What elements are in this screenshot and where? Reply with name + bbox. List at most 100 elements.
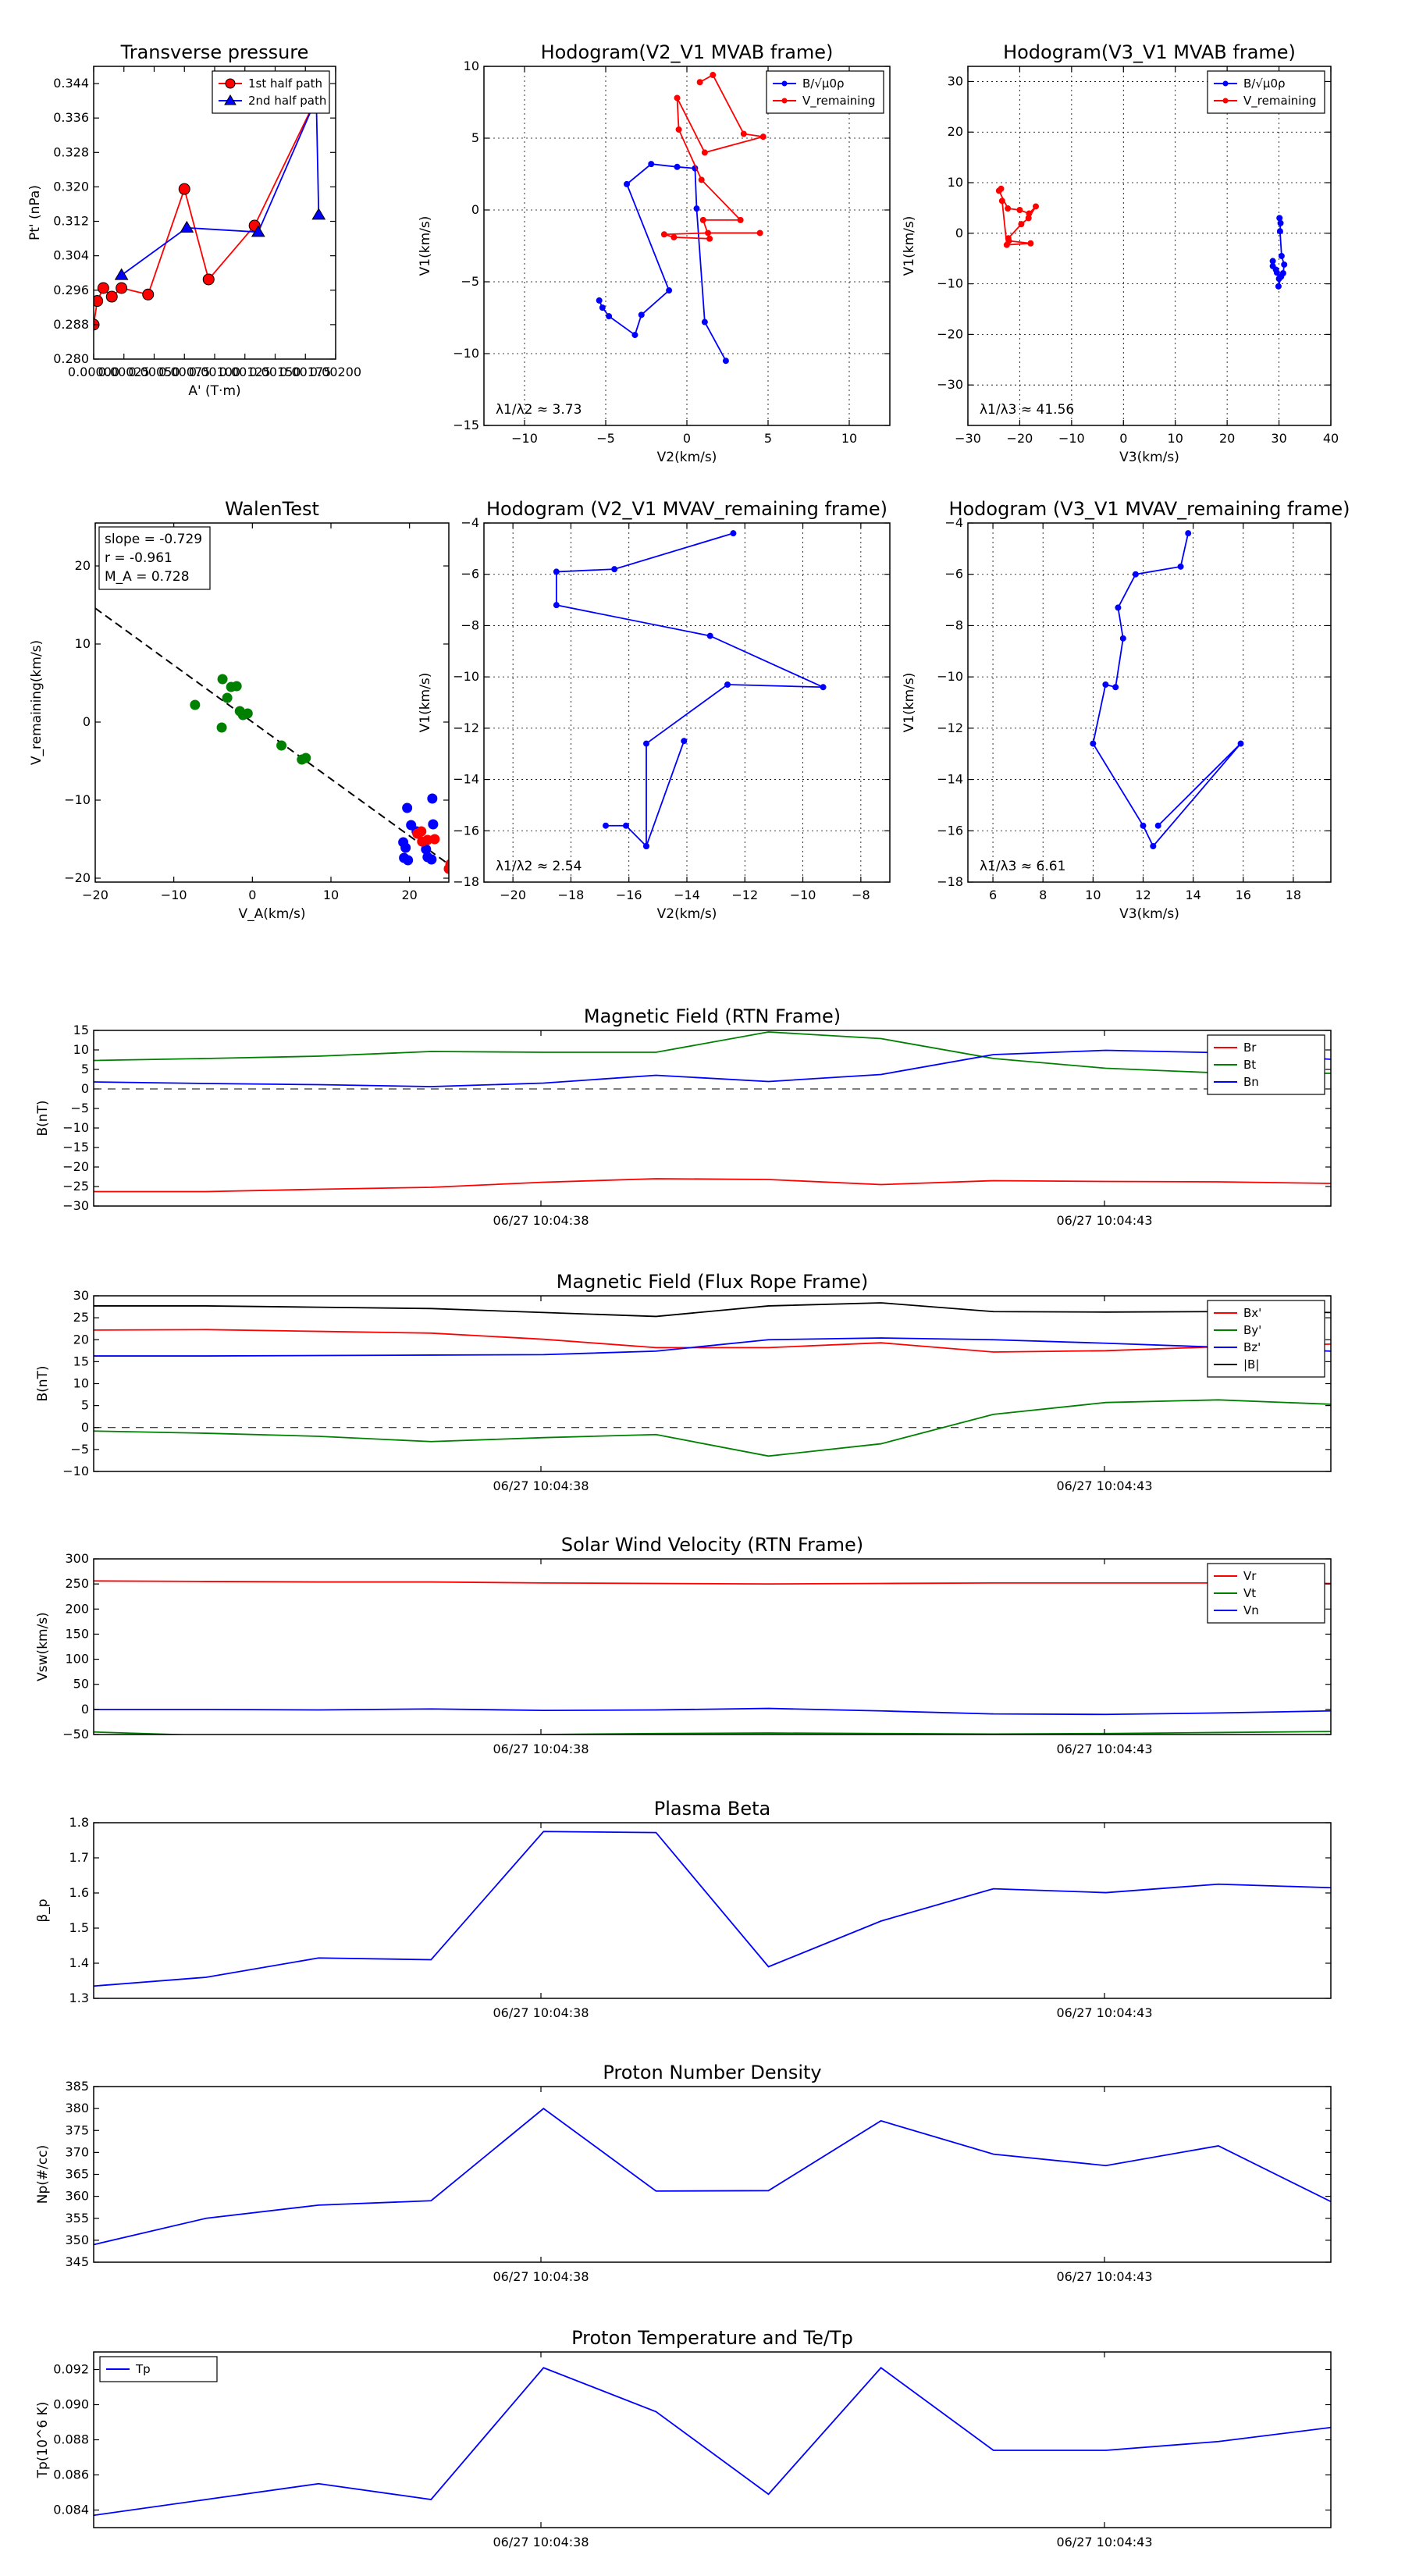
x-tick-label: −10 <box>161 888 187 902</box>
axes-frame <box>967 522 1332 883</box>
x-tick-label: 16 <box>1236 888 1251 902</box>
legend-marker <box>225 78 236 89</box>
y-tick-label: −4 <box>461 515 479 530</box>
x-tick-label: 0.00125 <box>219 365 271 379</box>
y-tick-label: 0.304 <box>53 248 89 263</box>
data-point <box>427 793 438 804</box>
x-tick-label: 8 <box>1039 888 1047 902</box>
series-V_remaining <box>660 72 767 242</box>
chart-p5: −18 −16 −14 −12 −10 −8 −6 −4 −20 −18 −16 −14 −12 −10 −… <box>418 498 891 922</box>
y-tick-label: 1.6 <box>69 1885 89 1900</box>
x-tick-label: 0.00050 <box>128 365 180 379</box>
series-Bx' <box>94 1329 1331 1353</box>
data-point <box>231 681 242 692</box>
x-tick-label: 12 <box>1135 888 1151 902</box>
data-point <box>740 130 747 137</box>
chart-p8: −10 −5 0 5 10 15 20 25 30 06/27 10:04:38 06/27 10:… <box>35 1271 1332 1493</box>
legend: Vr Vt Vn <box>1207 1563 1325 1624</box>
y-tick-label: 0.288 <box>53 317 89 332</box>
y-tick-label: 0.328 <box>53 144 89 159</box>
series-Bz' <box>94 1337 1331 1357</box>
legend-frame <box>1207 1300 1325 1378</box>
legend-label: Bn <box>1243 1075 1259 1089</box>
y-tick-label: −18 <box>453 874 479 889</box>
x-tick-label: 0.00175 <box>279 365 331 379</box>
x-tick-label: 0.00075 <box>158 365 210 379</box>
data-point <box>1025 215 1032 222</box>
y-axis-label: Np(#/cc) <box>35 2145 51 2204</box>
series-green <box>190 674 311 765</box>
series-Br <box>94 1178 1331 1193</box>
series-line <box>94 1707 1331 1716</box>
y-tick-label: −14 <box>453 772 479 787</box>
axes-frame <box>93 1030 1332 1207</box>
y-tick-label: 5 <box>81 1062 89 1076</box>
y-axis-label: B(nT) <box>35 1365 51 1401</box>
data-point <box>681 738 688 745</box>
y-tick-label: 10 <box>73 1376 89 1391</box>
data-point <box>670 233 678 240</box>
data-point <box>693 205 700 212</box>
y-tick-label: 10 <box>75 636 91 651</box>
plot-area <box>94 1831 1331 1987</box>
data-point <box>116 282 128 294</box>
data-point <box>1003 241 1010 248</box>
plot-area <box>1090 530 1244 849</box>
x-tick-label: −10 <box>1058 431 1085 446</box>
x-axis-label: A' (T·m) <box>188 383 240 399</box>
data-point <box>643 843 649 849</box>
data-point <box>1112 684 1119 691</box>
y-tick-label: 370 <box>65 2144 89 2159</box>
data-point <box>606 313 613 320</box>
y-tick-label: 365 <box>65 2167 89 2182</box>
legend-frame <box>766 70 884 114</box>
plot-area <box>94 2107 1331 2246</box>
data-point <box>114 268 129 280</box>
chart-p11: 345 350 355 360 365 370 375 380 385 06/27 10:04:3… <box>35 2062 1332 2284</box>
y-tick-label: −30 <box>62 1198 89 1213</box>
chart-title: Magnetic Field (Flux Rope Frame) <box>557 1271 868 1293</box>
data-point <box>705 229 712 237</box>
data-point <box>429 834 440 845</box>
data-point <box>1177 563 1184 570</box>
legend-label: V_remaining <box>1243 94 1317 109</box>
series-beta <box>94 1831 1331 1987</box>
data-point <box>1033 203 1040 210</box>
x-tick-label: 06/27 10:04:43 <box>1056 2535 1152 2549</box>
y-tick-label: 0.296 <box>53 283 89 297</box>
chart-p1: 0.280 0.288 0.296 0.304 0.312 0.320 0.328 0.336… <box>27 41 361 399</box>
x-axis-label: V3(km/s) <box>1119 906 1179 922</box>
legend-label: B/√μ0ρ <box>1243 76 1286 91</box>
series-line <box>598 163 727 361</box>
y-tick-label: 1.5 <box>69 1920 89 1935</box>
y-tick-label: 1.7 <box>69 1850 89 1865</box>
y-tick-label: 0.088 <box>53 2432 89 2447</box>
chart-title: Hodogram(V3_V1 MVAB frame) <box>1003 41 1296 63</box>
y-tick-label: 355 <box>65 2211 89 2226</box>
y-axis-label: V_remaining(km/s) <box>29 640 44 765</box>
series-line <box>94 1337 1331 1357</box>
legend: B/√μ0ρ V_remaining <box>766 70 884 114</box>
series-hodogram <box>1090 530 1244 849</box>
series-line <box>94 1302 1331 1318</box>
data-point <box>648 161 655 168</box>
data-point <box>190 699 201 710</box>
chart-p9: −50 0 50 100 150 200 250 300 06/27 10:04:38 06/27… <box>35 1534 1332 1756</box>
y-tick-label: 350 <box>65 2233 89 2247</box>
x-tick-label: −20 <box>500 888 526 902</box>
legend-frame <box>212 70 330 114</box>
chart-p2: −15 −10 −5 0 5 10 −10 −5 0 5 10 Hodogram(V2_V1 MVAB… <box>418 41 891 465</box>
series-line <box>555 532 823 848</box>
x-tick-label: 06/27 10:04:43 <box>1056 1478 1152 1493</box>
y-axis-label: B(nT) <box>35 1100 51 1136</box>
legend-label: Br <box>1243 1041 1257 1055</box>
series-line <box>94 1831 1331 1987</box>
data-point <box>724 681 731 688</box>
eigen-ratio-annotation: λ1/λ2 ≈ 2.54 <box>496 859 582 874</box>
y-tick-label: −8 <box>461 617 479 632</box>
plot-area <box>190 674 449 874</box>
data-point <box>1278 252 1285 259</box>
y-tick-label: −10 <box>453 346 479 361</box>
x-axis-label: V2(km/s) <box>657 450 717 465</box>
